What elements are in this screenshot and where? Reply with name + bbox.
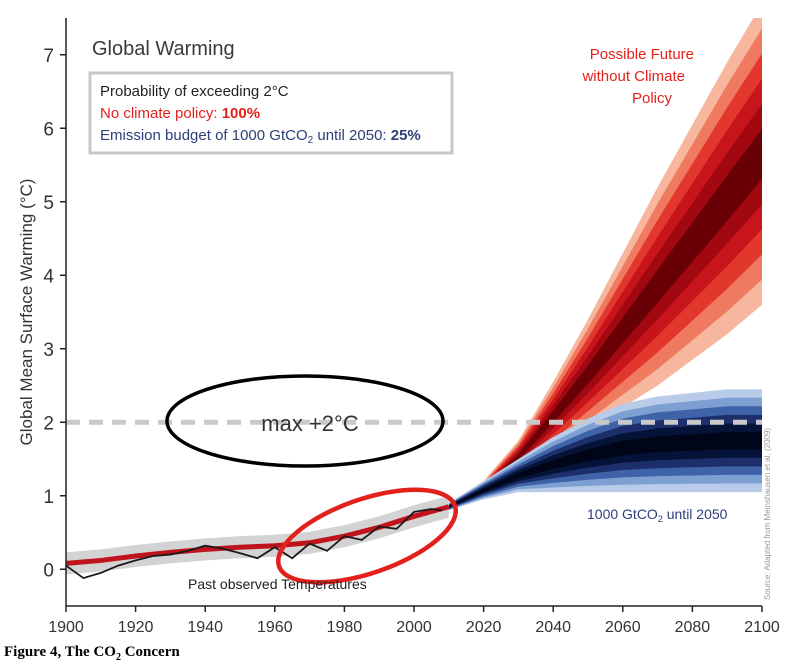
- info-line-budget: Emission budget of 1000 GtCO2 until 2050…: [100, 127, 421, 146]
- no-policy-band-1: [448, 18, 762, 511]
- x-tick-label: 2080: [675, 619, 711, 636]
- figure-caption: Figure 4, The CO2 Concern: [4, 644, 180, 663]
- x-tick-label: 1980: [327, 619, 363, 636]
- recent-warming-ellipse: [275, 487, 459, 585]
- x-tick-label: 2000: [396, 619, 432, 636]
- max-2c-ellipse: [165, 374, 445, 468]
- budget-band-6: [448, 432, 762, 508]
- source-note: Source: Adapted from Meinshausen et al. …: [763, 428, 772, 600]
- y-axis-label: Global Mean Surface Warming (°C): [17, 179, 36, 446]
- y-tick-label: 2: [43, 413, 54, 434]
- y-tick-label: 4: [43, 266, 54, 287]
- x-tick-label: 1960: [257, 619, 293, 636]
- x-tick-label: 2020: [466, 619, 502, 636]
- chart: 0 1 2 3 4 5 6 7 1900 1920 1940 1960 1980 2000 2020 2040…: [17, 18, 780, 636]
- no-policy-band-4: [448, 78, 762, 509]
- y-tick-label: 5: [43, 193, 54, 214]
- x-tick-label: 2060: [605, 619, 641, 636]
- info-heading: Probability of exceeding 2°C: [100, 83, 289, 100]
- model-mean-line: [66, 504, 450, 566]
- x-tick-label: 1940: [187, 619, 223, 636]
- y-tick-label: 3: [43, 340, 54, 361]
- info-line-no-policy: No climate policy: 100%: [100, 105, 260, 122]
- observed-label: Past observed Temperatures: [188, 576, 367, 592]
- future-label-line3: Policy: [632, 90, 673, 107]
- y-tick-label: 6: [43, 119, 54, 140]
- x-tick-label: 1900: [48, 619, 84, 636]
- future-label-line2: without Climate: [581, 68, 685, 85]
- blue-band-label: 1000 GtCO2 until 2050: [587, 506, 728, 524]
- y-tick-label: 0: [43, 560, 54, 581]
- future-label-line1: Possible Future: [590, 46, 694, 63]
- x-tick-label: 2100: [744, 619, 780, 636]
- x-tick-label: 1920: [118, 619, 154, 636]
- info-box: [88, 71, 454, 155]
- y-tick-label: 7: [43, 46, 54, 67]
- observed-temperature-line: [66, 508, 442, 580]
- x-tick-label: 2040: [535, 619, 571, 636]
- max-2c-label: max +2°C: [261, 411, 359, 436]
- y-tick-label: 1: [43, 487, 54, 508]
- chart-title: Global Warming: [92, 38, 235, 60]
